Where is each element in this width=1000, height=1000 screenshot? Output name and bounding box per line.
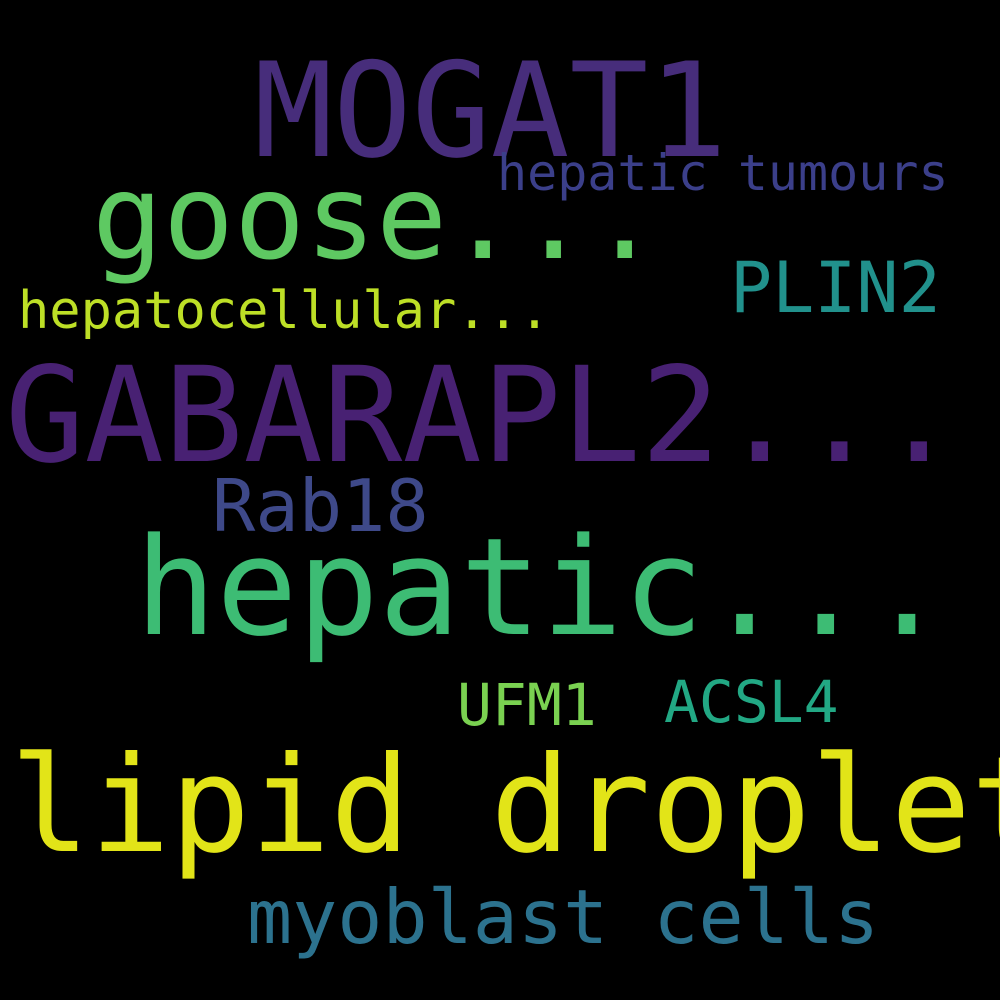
word-gabarapl2: GABARAPL2... — [5, 339, 959, 493]
word-hepatic: hepatic... — [135, 509, 948, 666]
word-rab18: Rab18 — [212, 464, 429, 548]
word-plin2: PLIN2 — [730, 247, 941, 329]
word-myoblast-cells: myoblast cells — [247, 873, 880, 961]
word-hepatic-tumours: hepatic tumours — [497, 144, 949, 202]
word-hepatocellular: hepatocellular... — [18, 281, 551, 341]
word-acsl4: ACSL4 — [664, 668, 839, 736]
word-ufm1: UFM1 — [457, 671, 597, 739]
word-mogat1: MOGAT1 — [254, 34, 728, 187]
word-goose: goose... — [92, 148, 661, 286]
word-lipid-droplet: lipid droplet — [10, 729, 1000, 883]
